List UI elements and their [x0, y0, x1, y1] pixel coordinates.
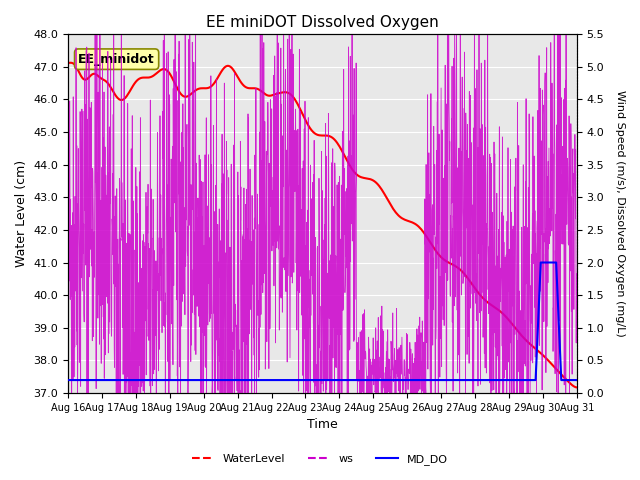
Y-axis label: Water Level (cm): Water Level (cm)	[15, 160, 28, 267]
X-axis label: Time: Time	[307, 419, 338, 432]
Text: EE_minidot: EE_minidot	[78, 53, 155, 66]
Legend: WaterLevel, ws, MD_DO: WaterLevel, ws, MD_DO	[188, 450, 452, 469]
Title: EE miniDOT Dissolved Oxygen: EE miniDOT Dissolved Oxygen	[206, 15, 439, 30]
Y-axis label: Wind Speed (m/s), Dissolved Oxygen (mg/L): Wind Speed (m/s), Dissolved Oxygen (mg/L…	[615, 90, 625, 337]
